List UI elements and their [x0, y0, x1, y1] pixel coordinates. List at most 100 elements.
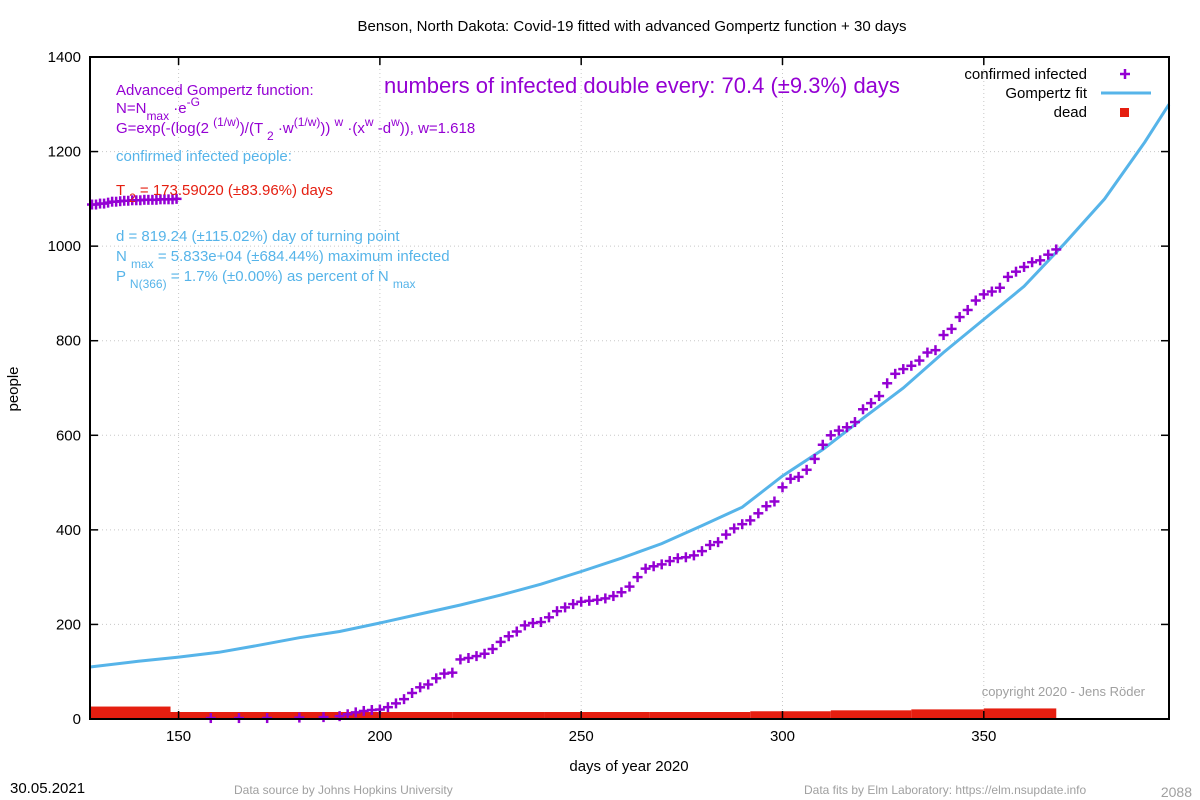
confirmed-point	[407, 687, 418, 698]
confirmed-point	[1051, 244, 1062, 255]
confirmed-point	[858, 404, 869, 415]
confirmed-point	[350, 707, 361, 718]
confirmed-point	[479, 648, 490, 659]
confirmed-point	[737, 519, 748, 530]
confirmed-point	[552, 606, 563, 617]
dead-segment	[830, 710, 912, 719]
y-tick-label: 1400	[48, 49, 81, 66]
confirmed-point	[648, 561, 659, 572]
t2-value: T 2 = 173.59020 (±83.96%) days	[116, 182, 333, 205]
x-tick-label: 350	[971, 728, 996, 745]
confirmed-point	[914, 355, 925, 366]
confirmed-point	[560, 602, 571, 613]
confirmed-point	[817, 439, 828, 450]
confirmed-point	[962, 304, 973, 315]
confirmed-point	[487, 644, 498, 655]
confirmed-point	[519, 620, 530, 631]
y-tick-label: 400	[56, 522, 81, 539]
confirmed-point	[954, 312, 965, 323]
confirmed-point	[801, 464, 812, 475]
doubling-time: numbers of infected double every: 70.4 (…	[384, 73, 900, 98]
confirmed-point	[994, 282, 1005, 293]
confirmed-point	[624, 581, 635, 592]
dead-segment	[750, 711, 831, 719]
confirmed-point	[664, 556, 675, 567]
confirmed-point	[825, 430, 836, 441]
confirmed-point	[1011, 266, 1022, 277]
confirmed-point	[890, 368, 901, 379]
y-tick-label: 800	[56, 333, 81, 350]
y-tick-label: 200	[56, 616, 81, 633]
confirmed-point	[696, 546, 707, 557]
confirmed-point	[849, 417, 860, 428]
pn-value: P N(366) = 1.7% (±0.00%) as percent of N…	[116, 268, 416, 291]
y-axis-label: people	[5, 366, 22, 411]
formula-g: G=exp(-(log(2 (1/w))/(T 2 ·w(1/w))) w ·(…	[116, 115, 475, 143]
footer-fits: Data fits by Elm Laboratory: https://elm…	[804, 783, 1086, 797]
legend: confirmed infected Gompertz fit dead	[964, 66, 1151, 121]
confirmed-point	[455, 654, 466, 665]
confirmed-point	[608, 591, 619, 602]
dead-segment	[983, 708, 1057, 719]
confirmed-point	[688, 550, 699, 561]
confirmed-point	[431, 673, 442, 684]
confirmed-point	[946, 323, 957, 334]
confirmed-point	[785, 473, 796, 484]
confirmed-point	[656, 559, 667, 570]
dead-segment	[170, 712, 453, 719]
confirmed-point	[382, 702, 393, 713]
confirmed-point	[938, 330, 949, 341]
plot-frame	[89, 56, 1170, 720]
data-layer	[87, 103, 1171, 724]
confirmed-point	[423, 679, 434, 690]
y-tick-label: 1000	[48, 238, 81, 255]
formula-nmax: N=Nmax ·e-G	[116, 95, 200, 123]
confirmed-point	[399, 694, 410, 705]
confirmed-point	[415, 682, 426, 693]
confirmed-point	[171, 193, 182, 204]
confirmed-point	[511, 626, 522, 637]
confirmed-point	[535, 617, 546, 628]
footer-source: Data source by Johns Hopkins University	[234, 783, 453, 797]
confirmed-point	[769, 496, 780, 507]
legend-label-confirmed: confirmed infected	[964, 66, 1087, 83]
footer-date: 30.05.2021	[10, 780, 85, 797]
nmax-value: N max = 5.833e+04 (±684.44%) maximum inf…	[116, 248, 450, 271]
confirmed-point	[986, 286, 997, 297]
legend-label-gompertz: Gompertz fit	[1005, 85, 1088, 102]
confirmed-point	[600, 593, 611, 604]
confirmed-point	[753, 508, 764, 519]
confirmed-point	[721, 529, 732, 540]
confirmed-point	[640, 563, 651, 574]
x-tick-label: 250	[569, 728, 594, 745]
copyright: copyright 2020 - Jens Röder	[982, 684, 1146, 699]
confirmed-point	[978, 289, 989, 300]
confirmed-point	[761, 501, 772, 512]
confirmed-point	[592, 594, 603, 605]
legend-marker-dead	[1120, 108, 1129, 117]
confirmed-point	[632, 572, 643, 583]
confirmed-point	[922, 347, 933, 358]
dead-segment	[649, 712, 751, 719]
confirmed-point	[294, 712, 305, 723]
confirmed-point	[906, 360, 917, 371]
confirmed-point	[866, 398, 877, 409]
x-tick-label: 300	[770, 728, 795, 745]
turning-point: d = 819.24 (±115.02%) day of turning poi…	[116, 228, 400, 245]
confirmed-point	[874, 391, 885, 402]
formula-title: Advanced Gompertz function:	[116, 82, 314, 99]
x-tick-label: 150	[166, 728, 191, 745]
confirmed-point	[503, 631, 514, 642]
confirmed-point	[970, 295, 981, 306]
footer-number: 2088	[1161, 784, 1192, 800]
confirmed-point	[680, 552, 691, 563]
y-tick-label: 600	[56, 427, 81, 444]
confirmed-point	[568, 599, 579, 610]
confirmed-point	[471, 651, 482, 662]
confirmed-point	[318, 712, 329, 723]
confirmed-point	[1027, 257, 1038, 268]
confirmed-point	[543, 612, 554, 623]
confirmed-point	[841, 422, 852, 433]
confirmed-point	[882, 378, 893, 389]
